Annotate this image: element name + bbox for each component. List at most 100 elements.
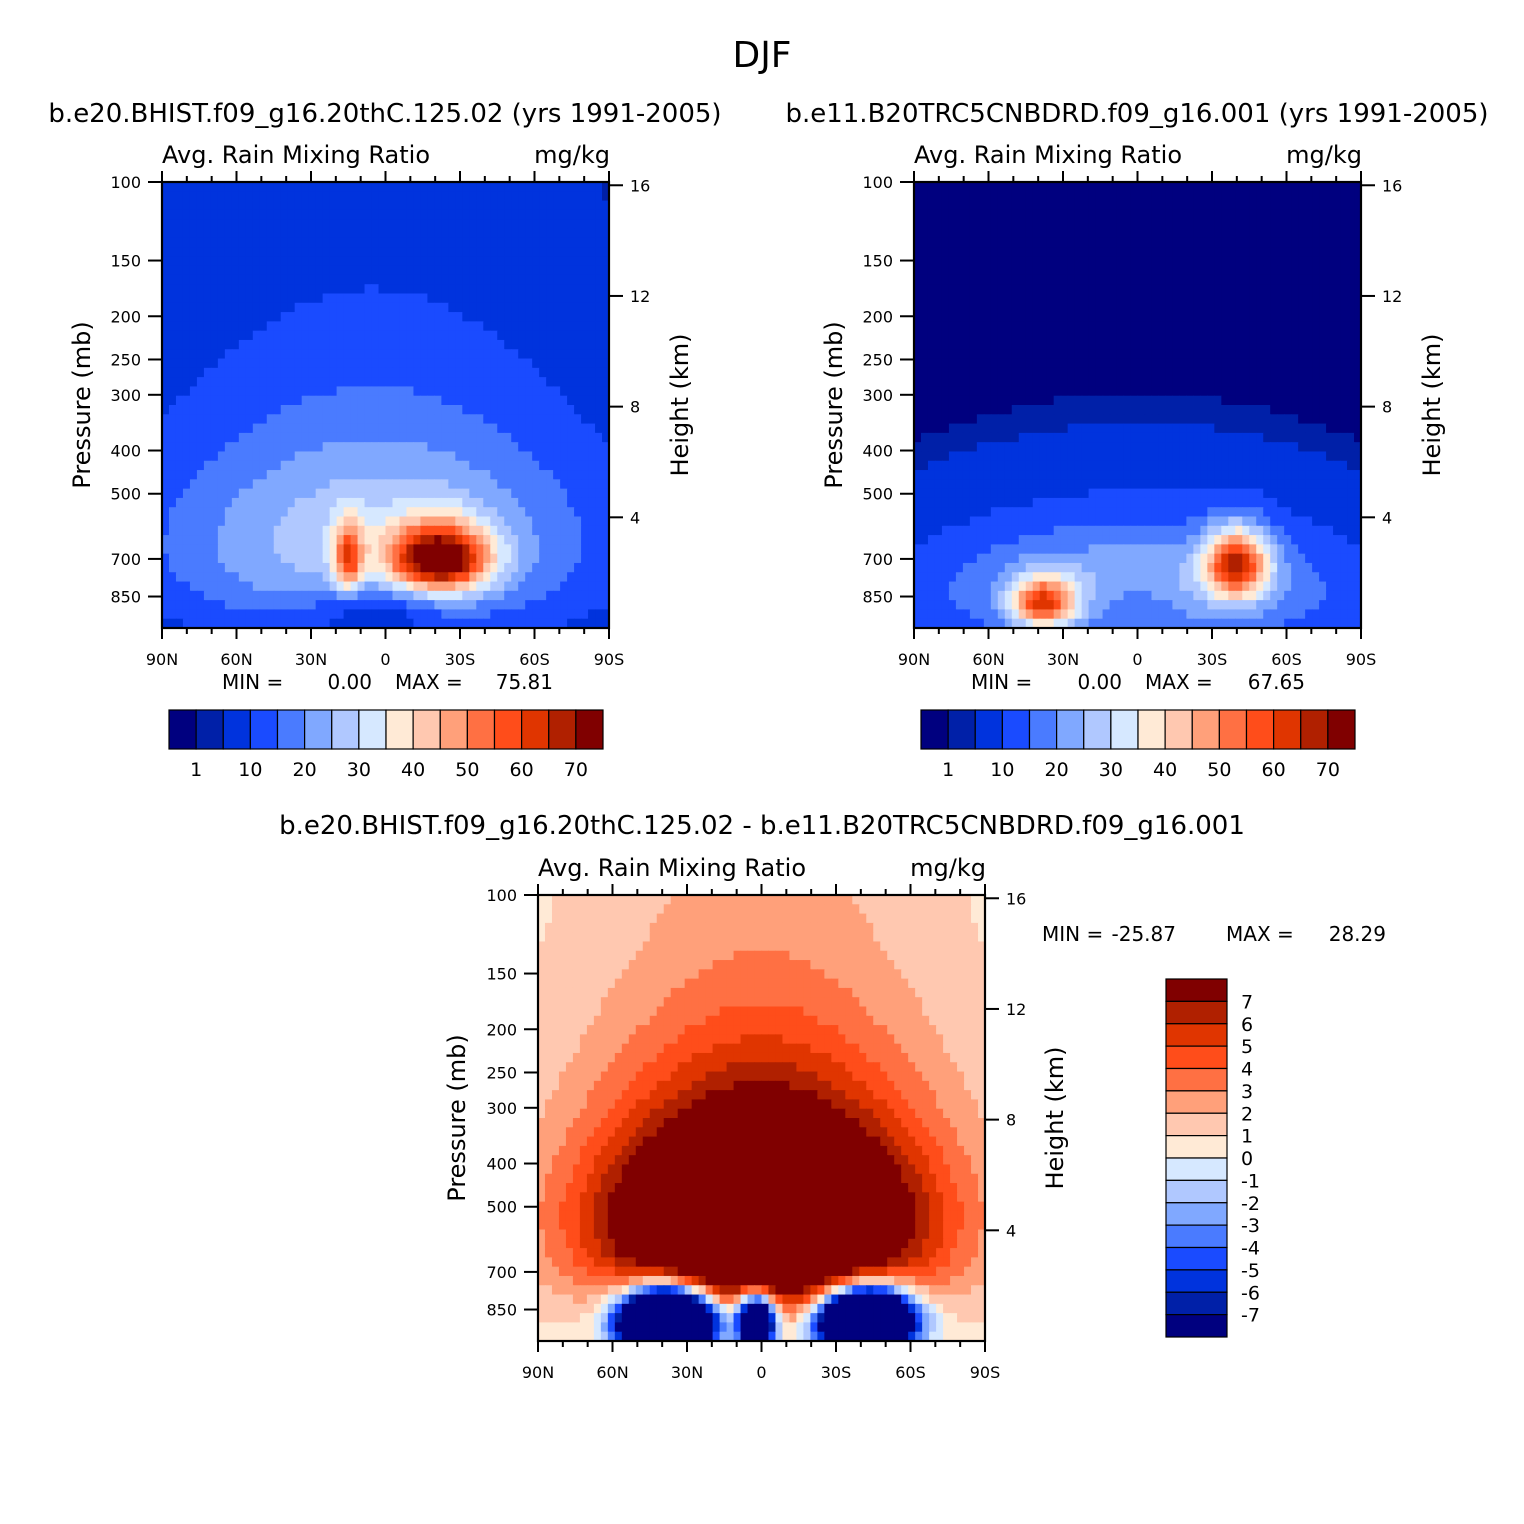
axis-ticks: 90N 60N 30N 0 30S 60S 90S100150200250300400500… xyxy=(110,171,650,669)
contour-cell xyxy=(448,553,456,564)
contour-cell xyxy=(1158,349,1167,360)
contour-cell xyxy=(1116,293,1125,304)
contour-cell xyxy=(287,274,296,285)
contour-cell xyxy=(1018,405,1027,415)
contour-cell xyxy=(224,442,233,453)
contour-cell xyxy=(469,581,477,592)
contour-cell xyxy=(378,321,387,332)
contour-cell xyxy=(588,284,596,295)
contour-cell xyxy=(1214,256,1222,267)
contour-cell xyxy=(413,470,422,480)
contour-cell xyxy=(1249,414,1257,425)
contour-cell xyxy=(280,256,289,267)
contour-cell xyxy=(448,265,456,276)
contour-cell xyxy=(399,237,408,248)
contour-cell xyxy=(497,572,505,583)
contour-cell xyxy=(511,228,519,239)
contour-cell xyxy=(308,544,317,555)
contour-cell xyxy=(490,293,498,304)
contour-cell xyxy=(997,247,1006,257)
contour-cell xyxy=(462,182,470,192)
contour-cell xyxy=(315,572,324,583)
contour-cell xyxy=(392,274,401,285)
contour-cell xyxy=(455,247,463,257)
contour-cell xyxy=(976,209,985,220)
contour-cell xyxy=(1060,339,1069,350)
contour-cell xyxy=(252,321,261,332)
contour-cell xyxy=(378,358,387,369)
contour-cell xyxy=(406,377,415,388)
contour-cell xyxy=(245,200,254,211)
contour-cell xyxy=(1347,256,1355,267)
contour-cell xyxy=(553,572,561,583)
contour-cell xyxy=(469,553,477,564)
contour-cell xyxy=(1228,330,1236,341)
contour-cell xyxy=(224,256,233,267)
contour-cell xyxy=(224,395,233,406)
contour-cell xyxy=(189,200,198,211)
x-tick-label: 0 xyxy=(380,650,390,669)
contour-cell xyxy=(1235,367,1243,378)
contour-cell xyxy=(301,256,310,267)
contour-cell xyxy=(1242,228,1250,239)
contour-cell xyxy=(427,256,435,267)
contour-cell xyxy=(1312,339,1320,350)
colorbar-label: 10 xyxy=(238,759,262,781)
contour-cell xyxy=(504,581,512,592)
contour-cell xyxy=(434,274,442,285)
contour-cell xyxy=(434,600,442,611)
contour-cell xyxy=(497,200,505,211)
contour-cell xyxy=(259,256,268,267)
contour-cell xyxy=(1081,330,1090,341)
contour-cell xyxy=(1123,293,1132,304)
contour-cell xyxy=(350,405,359,415)
contour-cell xyxy=(1249,228,1257,239)
contour-cell xyxy=(399,497,408,508)
contour-cell xyxy=(914,330,922,341)
contour-cell xyxy=(602,293,610,304)
contour-cell xyxy=(462,590,470,601)
contour-cell xyxy=(427,516,435,527)
contour-cell xyxy=(427,367,435,378)
contour-cell xyxy=(162,182,170,192)
contour-cell xyxy=(245,535,254,545)
contour-cell xyxy=(364,247,373,257)
contour-cell xyxy=(525,377,533,388)
contour-cell xyxy=(1347,284,1355,295)
colorbar-label: 30 xyxy=(347,759,371,781)
contour-cell xyxy=(1235,293,1243,304)
contour-cell xyxy=(217,395,226,406)
contour-cell xyxy=(1221,182,1229,192)
contour-cell xyxy=(483,488,491,499)
contour-cell xyxy=(1039,200,1048,211)
contour-cell xyxy=(280,544,289,555)
contour-cell xyxy=(1151,265,1160,276)
contour-cell xyxy=(511,377,519,388)
contour-cell xyxy=(252,535,261,545)
contour-cell xyxy=(203,572,212,583)
contour-cell xyxy=(490,609,498,620)
contour-cell xyxy=(1186,247,1194,257)
contour-cell xyxy=(1137,377,1146,388)
contour-cell xyxy=(602,600,610,611)
contour-cell xyxy=(546,581,554,592)
contour-cell xyxy=(322,209,331,220)
contour-cell xyxy=(1277,200,1285,211)
contour-cell xyxy=(399,451,408,462)
contour-cell xyxy=(1277,405,1285,415)
x-tick-label: 90S xyxy=(594,650,625,669)
contour-cell xyxy=(182,330,191,341)
contour-cell xyxy=(217,442,226,453)
contour-cell xyxy=(1109,293,1118,304)
contour-cell xyxy=(1088,312,1097,322)
contour-cell xyxy=(238,237,247,248)
contour-cell xyxy=(210,200,219,211)
contour-cell xyxy=(182,414,191,425)
contour-cell xyxy=(1060,330,1069,341)
contour-cell xyxy=(927,274,936,285)
contour-cell xyxy=(175,581,184,592)
colorbar-swatch xyxy=(466,709,496,750)
contour-cell xyxy=(1284,395,1292,406)
contour-cell xyxy=(1018,321,1027,332)
contour-cell xyxy=(532,507,540,518)
